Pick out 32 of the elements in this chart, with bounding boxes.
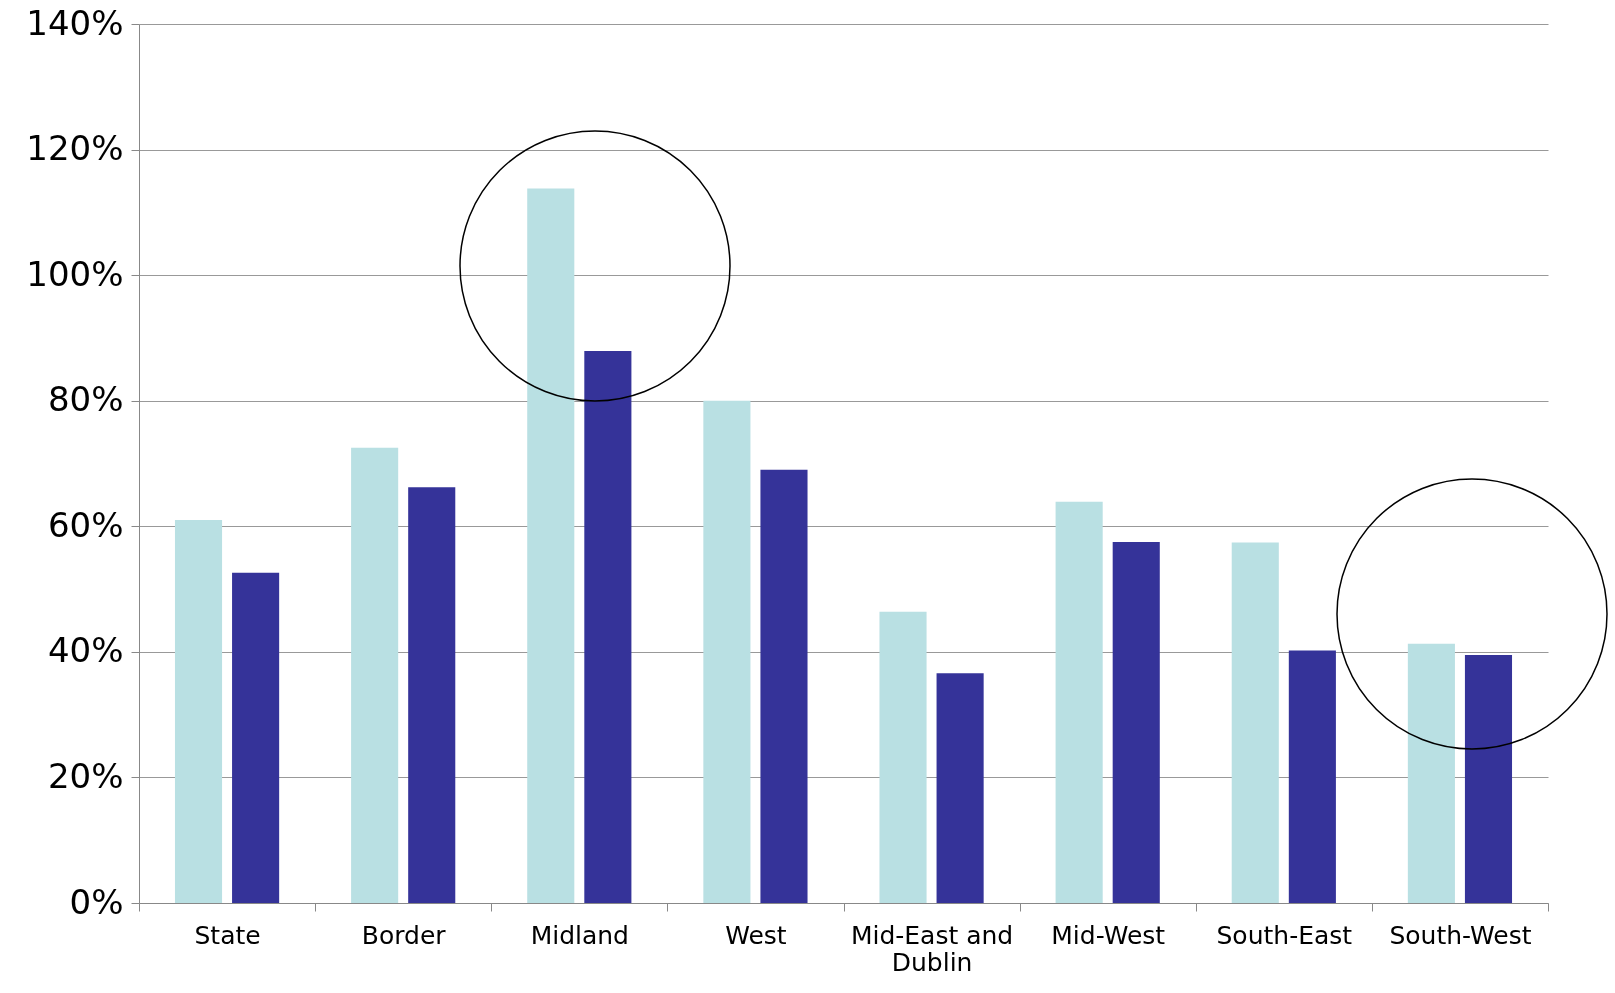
bar xyxy=(703,400,751,903)
bar xyxy=(1231,542,1279,903)
bar xyxy=(760,469,808,903)
bar xyxy=(408,487,456,903)
bar xyxy=(1464,655,1513,903)
y-tick-label: 120% xyxy=(26,128,124,169)
y-tick-label: 40% xyxy=(47,630,124,671)
x-tick-label: Midland xyxy=(530,920,629,950)
x-tick-label: State xyxy=(194,920,261,950)
y-tick-label: 60% xyxy=(47,504,124,545)
bar xyxy=(174,520,223,903)
bar xyxy=(1288,650,1336,903)
y-tick-label: 140% xyxy=(26,2,124,43)
bar xyxy=(936,673,984,903)
bar xyxy=(1055,501,1103,903)
y-tick-label: 0% xyxy=(69,881,124,922)
x-tick-label: Mid-West xyxy=(1051,920,1166,950)
x-tick-label: Mid-East and Dublin xyxy=(850,920,1014,977)
bar xyxy=(1407,643,1455,903)
bar xyxy=(232,572,280,903)
bar xyxy=(527,188,575,903)
bar xyxy=(879,611,927,903)
x-tick-label: South-West xyxy=(1389,920,1532,950)
bar xyxy=(584,351,632,903)
x-tick-label: West xyxy=(725,920,787,950)
y-tick-label: 100% xyxy=(26,253,124,294)
x-tick-label: South-East xyxy=(1216,920,1353,950)
y-tick-label: 80% xyxy=(47,379,124,420)
x-tick-label: Border xyxy=(361,920,447,950)
bar xyxy=(1112,541,1160,903)
y-tick-label: 20% xyxy=(47,755,124,796)
bar xyxy=(351,447,399,903)
